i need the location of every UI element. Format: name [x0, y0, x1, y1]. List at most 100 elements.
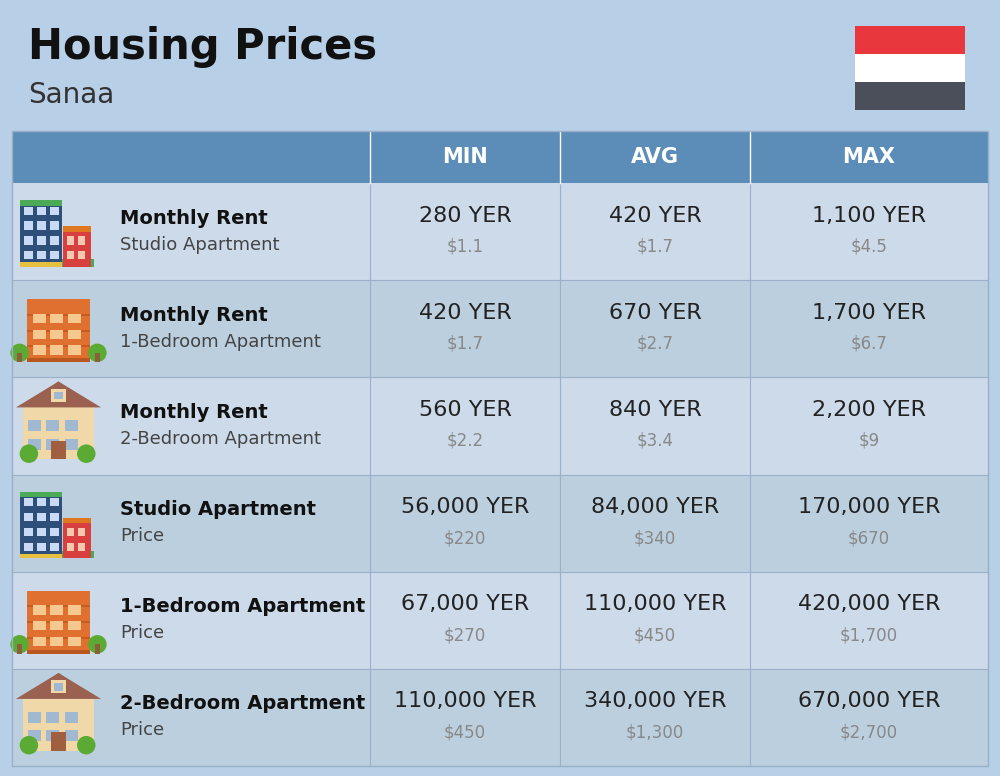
Bar: [27, 591, 90, 653]
Bar: [54, 392, 63, 399]
Bar: [37, 251, 46, 259]
Text: 2,200 YER: 2,200 YER: [812, 400, 926, 420]
Text: MIN: MIN: [442, 147, 488, 167]
Text: $2,700: $2,700: [840, 723, 898, 741]
Text: 420 YER: 420 YER: [609, 206, 701, 226]
Bar: [24, 513, 33, 521]
Bar: [33, 621, 46, 630]
Bar: [68, 330, 81, 339]
Text: Price: Price: [120, 624, 164, 643]
Bar: [51, 389, 66, 402]
Bar: [37, 206, 46, 215]
Bar: [27, 605, 90, 608]
Bar: [65, 439, 78, 450]
Text: $450: $450: [444, 723, 486, 741]
Text: 110,000 YER: 110,000 YER: [584, 594, 726, 615]
Bar: [23, 551, 94, 558]
Bar: [20, 200, 62, 206]
Bar: [27, 299, 90, 362]
Bar: [50, 345, 63, 355]
Text: 170,000 YER: 170,000 YER: [798, 497, 940, 517]
Bar: [28, 421, 41, 431]
Bar: [78, 542, 85, 551]
Bar: [33, 605, 46, 615]
Bar: [12, 377, 988, 474]
Bar: [23, 407, 94, 459]
Bar: [50, 206, 58, 215]
Text: 670 YER: 670 YER: [609, 303, 701, 323]
Bar: [67, 542, 74, 551]
Text: Price: Price: [120, 527, 164, 545]
Bar: [12, 669, 988, 766]
Text: Housing Prices: Housing Prices: [28, 26, 377, 68]
Circle shape: [77, 445, 96, 463]
Text: 420,000 YER: 420,000 YER: [798, 594, 940, 615]
Text: $1,700: $1,700: [840, 626, 898, 644]
Text: 110,000 YER: 110,000 YER: [394, 691, 536, 712]
Bar: [24, 236, 33, 244]
Bar: [65, 730, 78, 742]
Bar: [37, 542, 46, 551]
Bar: [46, 439, 59, 450]
Bar: [95, 353, 100, 362]
Bar: [33, 330, 46, 339]
Bar: [37, 513, 46, 521]
Text: 1-Bedroom Apartment: 1-Bedroom Apartment: [120, 333, 321, 351]
Text: MAX: MAX: [842, 147, 896, 167]
Bar: [50, 251, 58, 259]
Bar: [50, 498, 58, 507]
Text: 340,000 YER: 340,000 YER: [584, 691, 726, 712]
Circle shape: [20, 445, 38, 463]
Circle shape: [77, 736, 96, 754]
Bar: [46, 712, 59, 723]
Text: Monthly Rent: Monthly Rent: [120, 209, 268, 227]
Bar: [63, 518, 91, 558]
Text: Price: Price: [120, 722, 164, 740]
Bar: [27, 621, 90, 623]
Text: 56,000 YER: 56,000 YER: [401, 497, 529, 517]
Bar: [24, 206, 33, 215]
Polygon shape: [48, 382, 69, 389]
Bar: [54, 683, 63, 691]
Circle shape: [88, 344, 107, 362]
Bar: [24, 221, 33, 230]
Text: $1.7: $1.7: [637, 237, 674, 255]
Bar: [65, 712, 78, 723]
Bar: [24, 498, 33, 507]
Text: $1.7: $1.7: [446, 334, 484, 353]
Bar: [51, 733, 66, 750]
Bar: [50, 605, 63, 615]
Text: $9: $9: [858, 432, 880, 450]
Bar: [37, 221, 46, 230]
Bar: [33, 637, 46, 646]
Text: 280 YER: 280 YER: [419, 206, 511, 226]
Bar: [46, 421, 59, 431]
Text: 67,000 YER: 67,000 YER: [401, 594, 529, 615]
Bar: [50, 221, 58, 230]
Bar: [12, 474, 988, 572]
Text: Sanaa: Sanaa: [28, 81, 114, 109]
Bar: [12, 183, 988, 280]
Bar: [17, 353, 22, 362]
Text: Monthly Rent: Monthly Rent: [120, 403, 268, 422]
Circle shape: [20, 736, 38, 754]
Bar: [24, 528, 33, 536]
Text: $670: $670: [848, 529, 890, 547]
Bar: [24, 251, 33, 259]
Bar: [51, 441, 66, 459]
Bar: [27, 650, 90, 653]
Bar: [78, 528, 85, 536]
Bar: [50, 314, 63, 323]
Text: 1,700 YER: 1,700 YER: [812, 303, 926, 323]
Text: $450: $450: [634, 626, 676, 644]
Text: $270: $270: [444, 626, 486, 644]
Bar: [28, 712, 41, 723]
Bar: [67, 236, 74, 244]
Bar: [20, 492, 62, 558]
Bar: [68, 605, 81, 615]
Bar: [12, 131, 988, 183]
Text: $2.2: $2.2: [446, 432, 484, 450]
Text: $3.4: $3.4: [637, 432, 674, 450]
Bar: [51, 681, 66, 694]
Text: 1-Bedroom Apartment: 1-Bedroom Apartment: [120, 598, 365, 616]
